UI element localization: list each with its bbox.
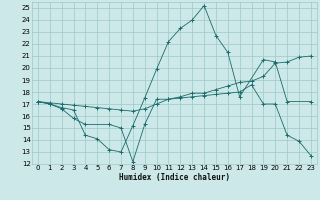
X-axis label: Humidex (Indice chaleur): Humidex (Indice chaleur)	[119, 173, 230, 182]
